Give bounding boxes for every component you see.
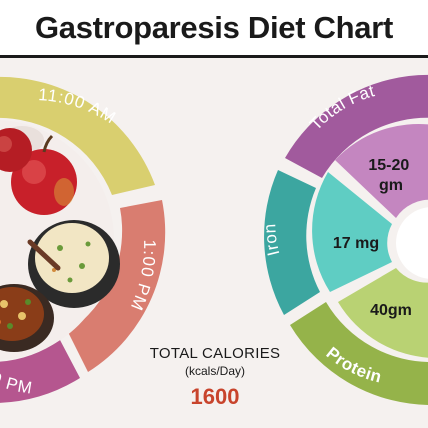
noon-ring-segment <box>68 200 166 372</box>
protein-value-wedge <box>338 268 428 358</box>
iron-value-wedge <box>312 172 392 292</box>
protein-ring-segment <box>290 302 428 405</box>
fat-value-line-1: 15-20 <box>368 157 409 174</box>
morning-ring-segment <box>0 76 155 195</box>
page-title: Gastroparesis Diet Chart <box>34 9 394 45</box>
rice-bowl-icon <box>27 220 120 308</box>
iron-value: 17 mg <box>333 235 379 252</box>
nutrient-wheel-hub <box>396 207 428 279</box>
right-nutrient-wheel: Total Fat Iron Protein 15-20 gm 17 mg 40… <box>260 74 428 405</box>
evening-ring-segment <box>0 340 80 403</box>
nutrient-label-iron: Iron <box>260 223 283 258</box>
calories-unit: (kcals/Day) <box>184 364 245 378</box>
left-schedule-wheel: 11:00 AM 1:00 PM 0 PM <box>0 76 166 403</box>
protein-value: 40gm <box>370 302 412 319</box>
title-bar: Gastroparesis Diet Chart <box>0 0 428 58</box>
fat-value-line-2: gm <box>379 177 403 194</box>
iron-ring-segment <box>264 170 320 315</box>
apple-icon <box>0 126 77 215</box>
curry-bowl-icon <box>0 284 54 352</box>
calories-value: 1600 <box>190 384 240 409</box>
fat-value-wedge <box>335 123 428 218</box>
fat-value: 15-20 gm <box>368 157 413 194</box>
calories-label: TOTAL CALORIES <box>149 345 281 362</box>
fat-ring-segment <box>285 74 428 178</box>
total-calories-block: TOTAL CALORIES (kcals/Day) 1600 <box>140 345 290 410</box>
